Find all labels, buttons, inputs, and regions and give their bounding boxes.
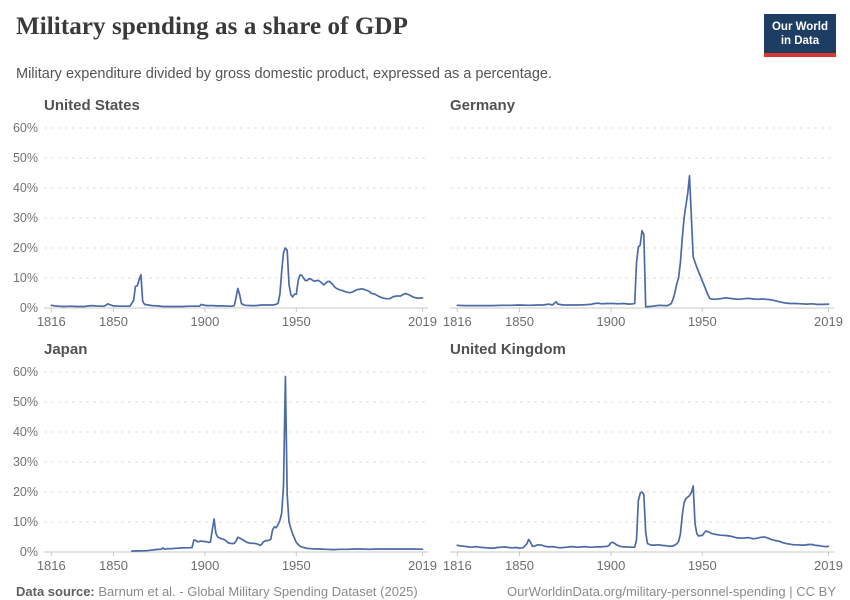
data-source-note: Data source: Barnum et al. - Global Mili… (16, 584, 418, 599)
svg-text:1950: 1950 (282, 558, 311, 573)
svg-text:2019: 2019 (408, 558, 437, 573)
svg-text:2019: 2019 (408, 314, 437, 329)
line-chart-united-kingdom: 1816 1850 1900 1950 2019 (443, 371, 843, 573)
svg-text:10%: 10% (13, 271, 38, 285)
svg-text:1816: 1816 (443, 314, 472, 329)
svg-text:1950: 1950 (282, 314, 311, 329)
svg-text:20%: 20% (13, 241, 38, 255)
svg-text:1900: 1900 (190, 558, 219, 573)
svg-text:1850: 1850 (99, 314, 128, 329)
line-chart-united-states: 0% 10% 20% 30% 40% 50% 60% 1816 1850 1900 1950 2019 (13, 121, 437, 329)
data-source-text: Barnum et al. - Global Military Spending… (94, 583, 418, 599)
svg-text:10%: 10% (13, 515, 38, 529)
svg-text:1900: 1900 (190, 314, 219, 329)
chart-panel-japan: Japan 0% 10% 20% 30% 40% 50% 60% 1816 1850 1900 19… (13, 340, 437, 576)
chart-header: Military spending as a share of GDP Our … (0, 0, 850, 82)
svg-text:1816: 1816 (443, 558, 472, 573)
svg-text:40%: 40% (13, 425, 38, 439)
panel-title-japan: Japan (44, 340, 88, 358)
owid-credit-link[interactable]: OurWorldinData.org/military-personnel-sp… (507, 583, 836, 599)
data-source-label: Data source: (16, 583, 95, 599)
svg-text:50%: 50% (13, 151, 38, 165)
line-chart-germany: 1816 1850 1900 1950 2019 (443, 127, 843, 329)
svg-text:60%: 60% (13, 121, 38, 135)
svg-text:60%: 60% (13, 365, 38, 379)
line-chart-japan: 0% 10% 20% 30% 40% 50% 60% 1816 1850 1900 1950 2019 (13, 365, 437, 573)
svg-text:2019: 2019 (814, 558, 843, 573)
page-title: Military spending as a share of GDP (16, 13, 408, 40)
owid-logo-line2: in Data (780, 35, 820, 48)
chart-panel-united-kingdom: United Kingdom 1816 1850 1900 1950 2019 (443, 340, 843, 576)
svg-text:30%: 30% (13, 211, 38, 225)
svg-text:2019: 2019 (814, 314, 843, 329)
svg-text:1816: 1816 (37, 558, 66, 573)
svg-text:0%: 0% (20, 301, 38, 315)
svg-text:30%: 30% (13, 455, 38, 469)
panel-title-united-states: United States (44, 96, 140, 114)
svg-text:40%: 40% (13, 181, 38, 195)
panel-title-germany: Germany (450, 96, 516, 114)
svg-text:1850: 1850 (99, 558, 128, 573)
svg-text:1850: 1850 (505, 314, 534, 329)
chart-footer: Data source: Barnum et al. - Global Mili… (0, 576, 850, 599)
panel-title-united-kingdom: United Kingdom (450, 340, 566, 358)
svg-text:1816: 1816 (37, 314, 66, 329)
chart-panel-united-states: United States 0% 10% 20% 30% 40% 50% 60% 1816 18… (13, 96, 437, 332)
svg-text:0%: 0% (20, 545, 38, 559)
svg-text:1900: 1900 (596, 558, 625, 573)
owid-logo-line1: Our World (771, 21, 828, 33)
svg-text:20%: 20% (13, 485, 38, 499)
svg-text:1950: 1950 (688, 314, 717, 329)
svg-text:1850: 1850 (505, 558, 534, 573)
chart-panel-germany: Germany 1816 1850 1900 1950 2019 (443, 96, 843, 332)
charts-grid: United States 0% 10% 20% 30% 40% 50% 60% 1816 18… (0, 82, 850, 576)
svg-text:50%: 50% (13, 395, 38, 409)
svg-text:1900: 1900 (596, 314, 625, 329)
owid-logo[interactable]: Our World in Data (763, 14, 836, 57)
chart-subtitle: Military expenditure divided by gross do… (16, 65, 552, 82)
svg-text:1950: 1950 (688, 558, 717, 573)
